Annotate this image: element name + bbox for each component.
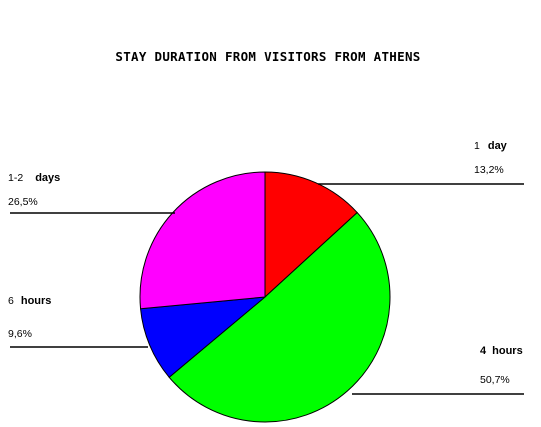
pie-slices <box>139 171 391 423</box>
slice-value-4-hours: 50,7% <box>480 374 510 386</box>
slice-value-1-2-days: 26,5% <box>8 196 38 208</box>
slice-label-4-hours: 4 hours <box>480 341 523 358</box>
pie-slice-1-2-days <box>139 171 266 310</box>
slice-value-1-day: 13,2% <box>474 164 504 176</box>
chart-title: STAY DURATION FROM VISITORS FROM ATHENS <box>115 49 420 64</box>
pie-slice-1-day <box>264 171 358 299</box>
slice-value-6-hours: 9,6% <box>8 328 32 340</box>
pie-slice-4-hours <box>168 211 391 423</box>
slice-label-6-hours: 6 hours <box>8 291 51 308</box>
slice-label-1-day: 1 day <box>474 136 508 153</box>
slice-label-1-2-days: 1-2 days <box>8 168 60 185</box>
pie-slice-6-hours <box>140 296 267 378</box>
